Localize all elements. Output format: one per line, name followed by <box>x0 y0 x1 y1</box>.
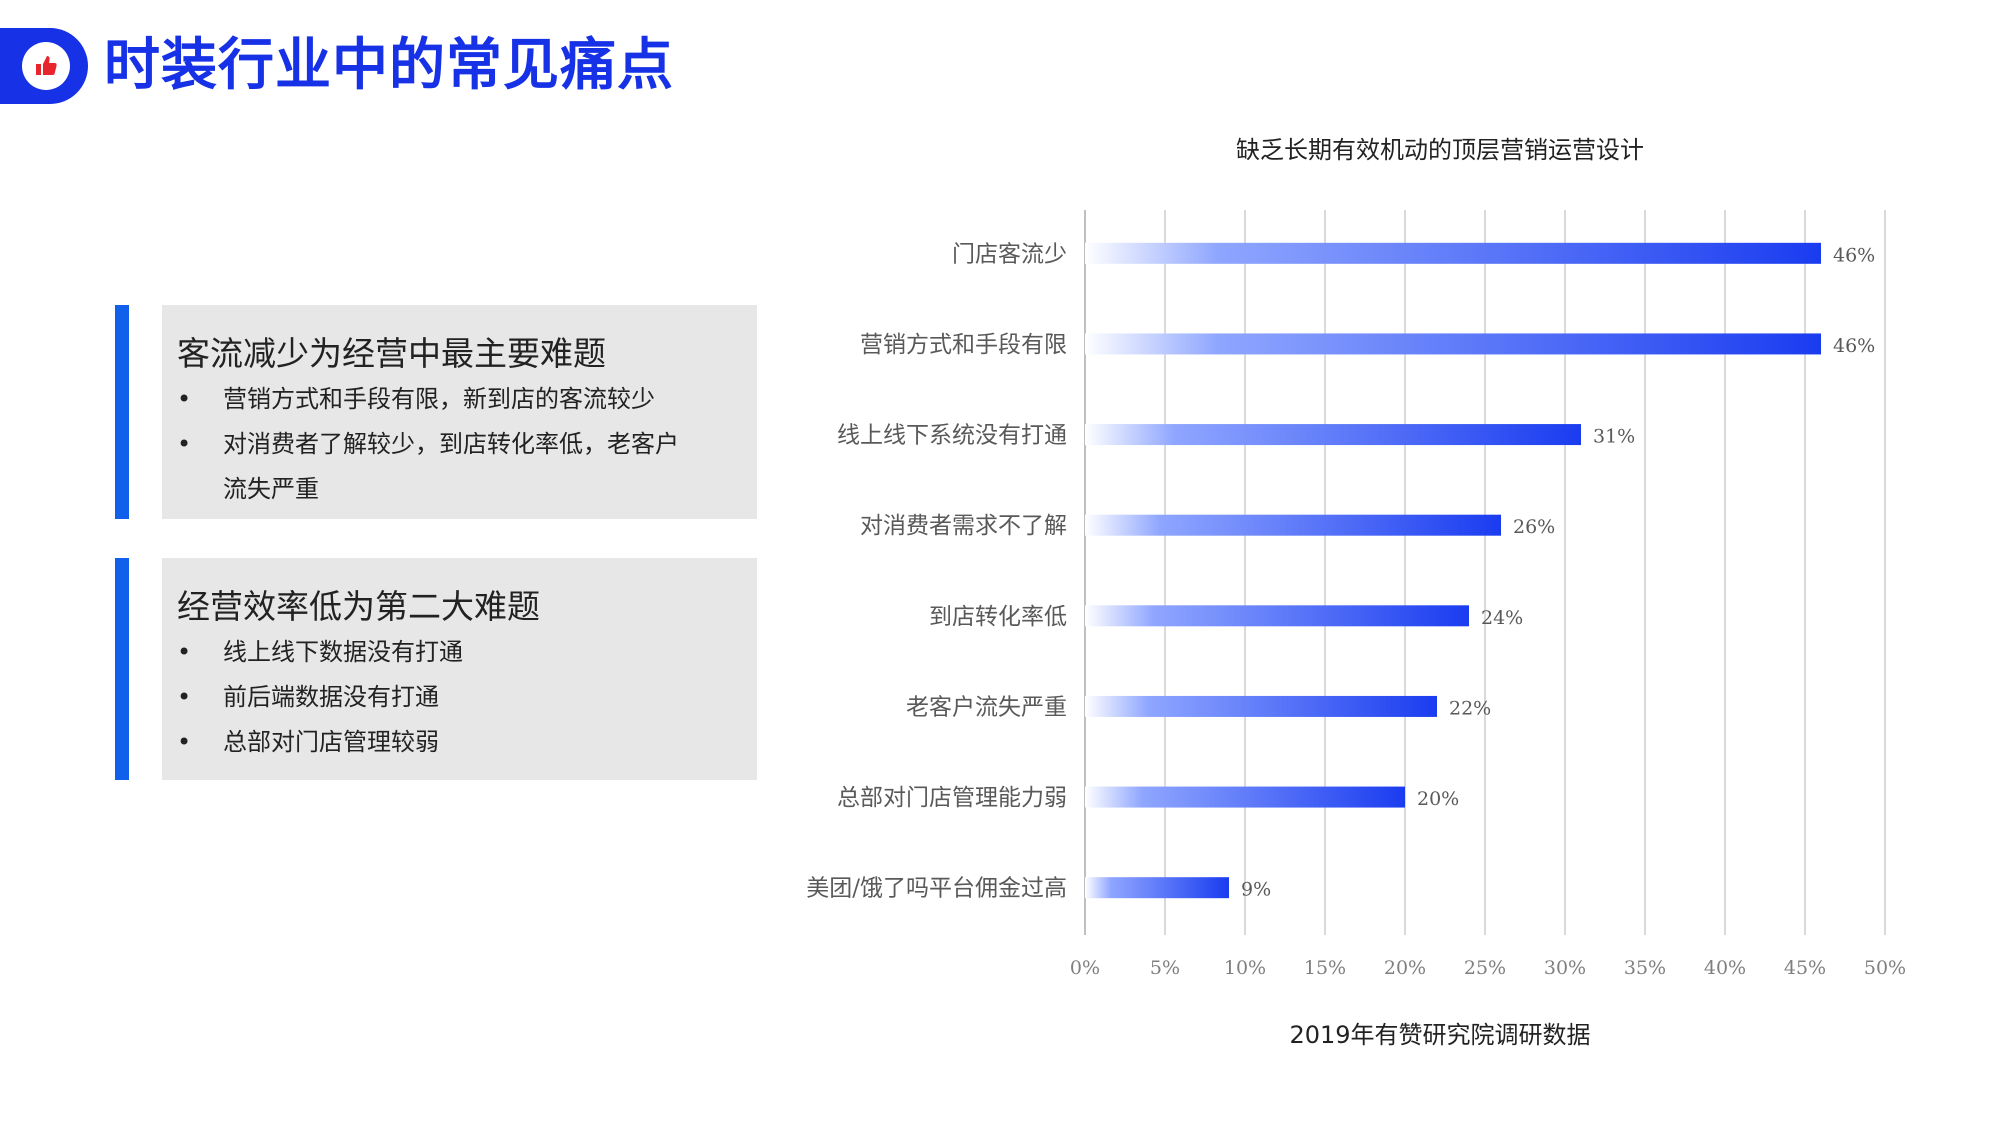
y-category-label: 营销方式和手段有限 <box>860 332 1067 358</box>
card-panel <box>162 305 757 519</box>
bullet-text: 前后端数据没有打通 <box>223 683 439 711</box>
list-item: • 总部对门店管理较弱 <box>177 720 697 765</box>
card-heading: 客流减少为经营中最主要难题 <box>177 334 606 373</box>
page-title: 时装行业中的常见痛点 <box>104 33 674 98</box>
y-category-label: 门店客流少 <box>952 241 1067 267</box>
y-category-label: 老客户流失严重 <box>906 694 1067 720</box>
data-label: 46% <box>1833 335 1875 357</box>
y-category-label: 总部对门店管理能力弱 <box>837 785 1067 811</box>
card-heading: 经营效率低为第二大难题 <box>177 587 540 626</box>
x-tick-label: 40% <box>1704 957 1746 979</box>
x-tick-label: 50% <box>1864 957 1906 979</box>
x-tick-label: 0% <box>1070 957 1100 979</box>
bullet-text: 总部对门店管理较弱 <box>223 728 439 756</box>
pain-point-card-2: 经营效率低为第二大难题 • 线上线下数据没有打通 • 前后端数据没有打通 • 总部对门… <box>115 558 757 780</box>
card-accent-bar <box>115 558 129 780</box>
list-item: • 对消费者了解较少，到店转化率低，老客户流失严重 <box>177 422 697 512</box>
bar <box>1085 514 1501 536</box>
x-tick-label: 25% <box>1464 957 1506 979</box>
bullet-text: 对消费者了解较少，到店转化率低，老客户流失严重 <box>223 430 679 503</box>
chart-title: 缺乏长期有效机动的顶层营销运营设计 <box>1236 136 1644 164</box>
card-bullet-list: • 营销方式和手段有限，新到店的客流较少 • 对消费者了解较少，到店转化率低，老客户… <box>177 377 697 512</box>
list-item: • 线上线下数据没有打通 <box>177 630 697 675</box>
data-label: 9% <box>1241 879 1271 901</box>
bullet-icon: • <box>177 385 192 413</box>
data-label: 31% <box>1593 426 1635 448</box>
bar <box>1085 877 1229 899</box>
list-item: • 前后端数据没有打通 <box>177 675 697 720</box>
bar <box>1085 605 1469 627</box>
list-item: • 营销方式和手段有限，新到店的客流较少 <box>177 377 697 422</box>
chart-source: 2019年有赞研究院调研数据 <box>1289 1021 1591 1049</box>
bar <box>1085 242 1821 264</box>
bullet-icon: • <box>177 430 192 458</box>
bar <box>1085 333 1821 355</box>
bar <box>1085 786 1405 808</box>
logo-badge <box>0 28 88 104</box>
data-label: 24% <box>1481 607 1523 629</box>
bullet-text: 线上线下数据没有打通 <box>223 638 463 666</box>
data-label: 20% <box>1417 788 1459 810</box>
x-tick-label: 45% <box>1784 957 1826 979</box>
card-accent-bar <box>115 305 129 519</box>
bullet-text: 营销方式和手段有限，新到店的客流较少 <box>223 385 655 413</box>
thumbs-up-icon <box>22 42 70 90</box>
y-category-label: 到店转化率低 <box>929 604 1067 630</box>
card-bullet-list: • 线上线下数据没有打通 • 前后端数据没有打通 • 总部对门店管理较弱 <box>177 630 697 765</box>
bullet-icon: • <box>177 728 192 756</box>
x-tick-label: 10% <box>1224 957 1266 979</box>
data-label: 22% <box>1449 697 1491 719</box>
bullet-icon: • <box>177 683 192 711</box>
x-tick-label: 30% <box>1544 957 1586 979</box>
bar <box>1085 695 1437 717</box>
data-label: 26% <box>1513 516 1555 538</box>
x-tick-label: 15% <box>1304 957 1346 979</box>
y-category-label: 美团/饿了吗平台佣金过高 <box>806 876 1067 902</box>
pain-point-card-1: 客流减少为经营中最主要难题 • 营销方式和手段有限，新到店的客流较少 • 对消费者了… <box>115 305 757 519</box>
y-category-label: 线上线下系统没有打通 <box>837 423 1067 449</box>
card-panel <box>162 558 757 780</box>
x-tick-label: 20% <box>1384 957 1426 979</box>
x-tick-label: 5% <box>1150 957 1180 979</box>
bullet-icon: • <box>177 638 192 666</box>
x-tick-label: 35% <box>1624 957 1666 979</box>
data-label: 46% <box>1833 244 1875 266</box>
bar <box>1085 424 1581 446</box>
y-category-label: 对消费者需求不了解 <box>860 513 1067 539</box>
